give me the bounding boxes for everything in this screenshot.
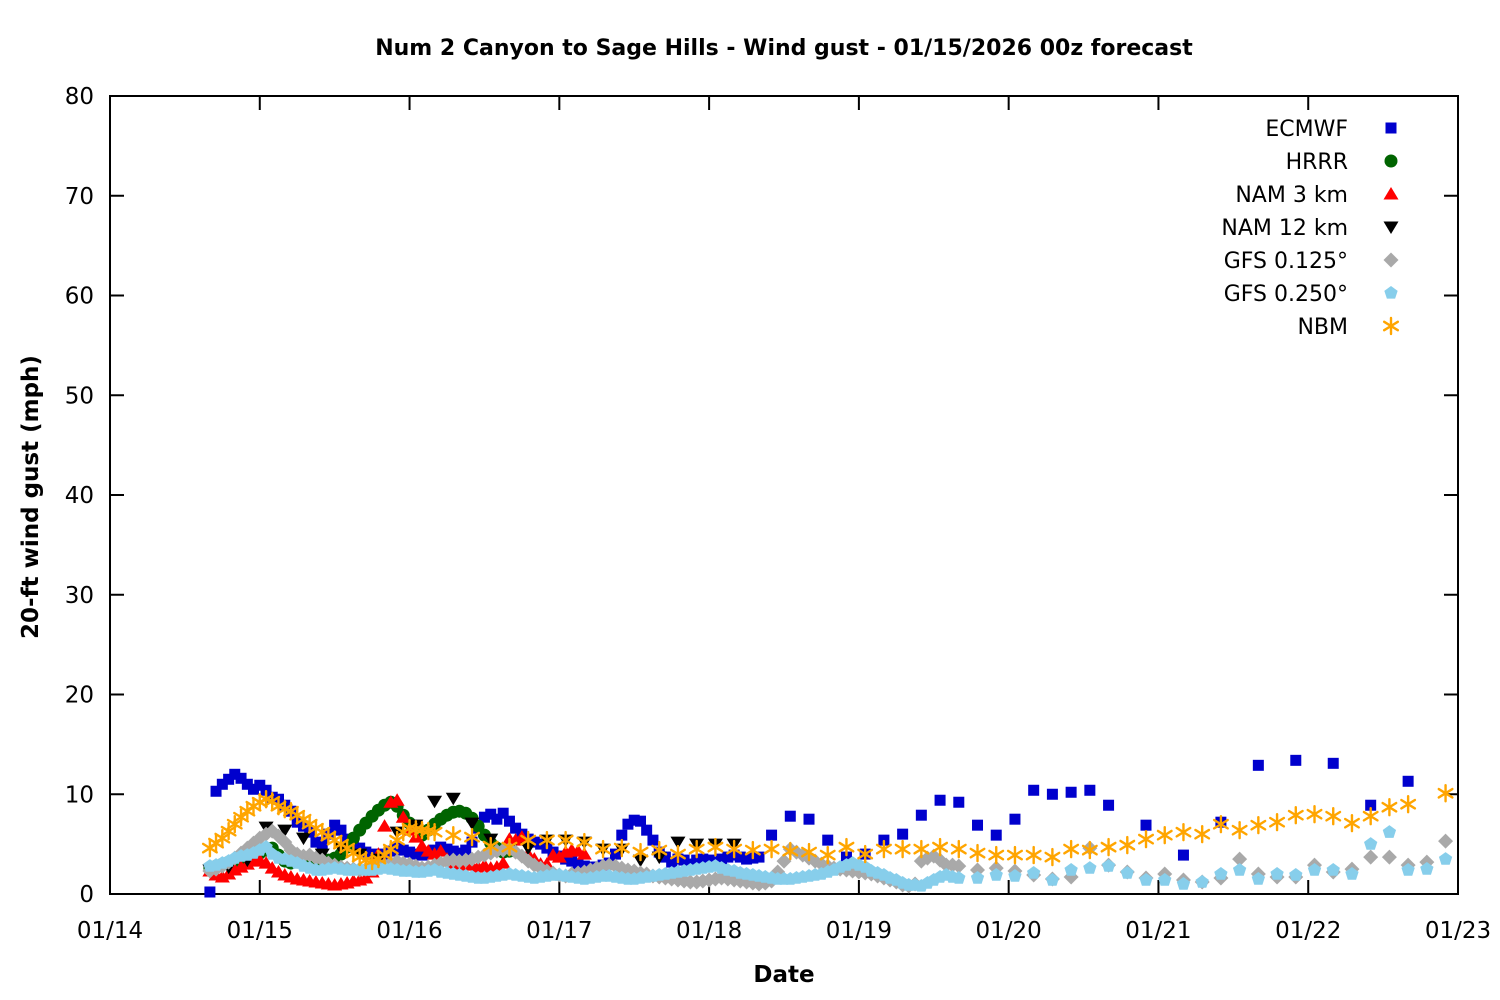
- x-tick-label: 01/17: [526, 918, 592, 944]
- x-tick-label: 01/18: [676, 918, 742, 944]
- x-tick-label: 01/22: [1275, 918, 1341, 944]
- y-tick-label: 10: [65, 782, 94, 808]
- legend-item-ecmwf: ECMWF: [1265, 117, 1397, 142]
- series-gfs-0-250: [203, 825, 1453, 892]
- x-tick-label: 01/15: [227, 918, 293, 944]
- legend-marker-ecmwf: [1385, 122, 1397, 134]
- legend-item-nbm: NBM: [1297, 315, 1400, 340]
- x-tick-label: 01/19: [826, 918, 892, 944]
- legend-item-nam-12-km: NAM 12 km: [1221, 216, 1399, 241]
- y-tick-label: 0: [79, 882, 94, 908]
- series-nam-3-km: [202, 793, 592, 891]
- legend-label: NAM 12 km: [1221, 216, 1348, 241]
- y-tick-label: 40: [65, 483, 94, 509]
- y-tick-label: 60: [65, 284, 94, 310]
- legend-marker-nam-3-km: [1383, 187, 1399, 200]
- x-tick-label: 01/14: [77, 918, 143, 944]
- y-tick-label: 70: [65, 184, 94, 210]
- y-tick-label: 20: [65, 683, 94, 709]
- x-tick-label: 01/21: [1125, 918, 1191, 944]
- legend-marker-gfs-0-250: [1384, 286, 1398, 299]
- y-tick-label: 50: [65, 383, 94, 409]
- legend-marker-nbm: [1382, 316, 1400, 336]
- legend-label: HRRR: [1286, 150, 1348, 175]
- legend-label: ECMWF: [1265, 117, 1348, 142]
- legend-item-gfs-0-125: GFS 0.125°: [1224, 249, 1399, 274]
- legend-item-nam-3-km: NAM 3 km: [1235, 183, 1399, 208]
- chart-title: Num 2 Canyon to Sage Hills - Wind gust -…: [375, 36, 1193, 61]
- x-tick-label: 01/16: [376, 918, 442, 944]
- legend-marker-gfs-0-125: [1383, 252, 1399, 268]
- y-tick-label: 30: [65, 583, 94, 609]
- legend: ECMWF HRRR NAM 3 km NAM 12 km GFS 0.125° GFS …: [1221, 117, 1400, 340]
- legend-label: NBM: [1297, 315, 1348, 340]
- plot-frame: [109, 95, 1459, 895]
- legend-item-gfs-0-250: GFS 0.250°: [1224, 282, 1398, 307]
- legend-label: NAM 3 km: [1235, 183, 1348, 208]
- y-tick-label: 80: [65, 84, 94, 110]
- legend-marker-nam-12-km: [1383, 221, 1399, 234]
- legend-marker-hrrr: [1384, 154, 1398, 168]
- x-tick-label: 01/23: [1425, 918, 1491, 944]
- legend-item-hrrr: HRRR: [1286, 150, 1398, 175]
- legend-label: GFS 0.125°: [1224, 249, 1348, 274]
- series-nbm: [201, 784, 1454, 871]
- x-tick-label: 01/20: [976, 918, 1042, 944]
- legend-label: GFS 0.250°: [1224, 282, 1348, 307]
- x-axis-label: Date: [753, 962, 815, 988]
